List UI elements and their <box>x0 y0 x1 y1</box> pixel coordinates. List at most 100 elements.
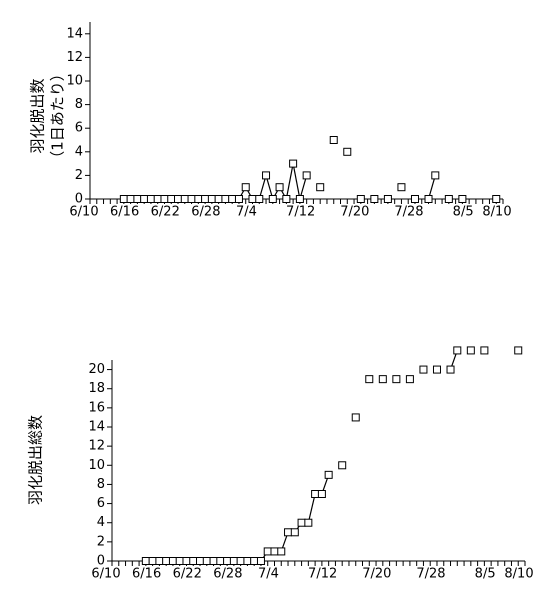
x-tick-label: 7/28 <box>416 567 445 582</box>
x-tick-label: 8/5 <box>453 205 474 220</box>
x-tick-label: 6/10 <box>69 205 98 220</box>
point <box>201 195 210 203</box>
point <box>262 171 271 180</box>
point <box>160 195 169 203</box>
x-tick-label: 7/28 <box>394 205 423 220</box>
x-tick-label: 8/5 <box>475 567 496 582</box>
point <box>514 346 523 355</box>
y-tick-label: 0 <box>75 192 83 207</box>
point <box>316 183 325 192</box>
y-axis-label: （1日あたり） <box>49 66 67 166</box>
point <box>202 557 211 565</box>
y-tick-label: 12 <box>88 439 105 454</box>
point <box>431 171 440 180</box>
point <box>295 195 304 203</box>
x-tick-label: 7/12 <box>308 567 337 582</box>
point <box>302 171 311 180</box>
point <box>168 557 177 565</box>
x-tick-label: 7/12 <box>286 205 315 220</box>
point <box>392 375 401 384</box>
x-tick-label: 6/16 <box>132 567 161 582</box>
point <box>370 195 379 203</box>
x-tick-label: 6/22 <box>173 567 202 582</box>
point <box>241 183 250 192</box>
point <box>255 195 264 203</box>
point <box>397 183 406 192</box>
point <box>351 413 360 422</box>
point <box>263 547 272 556</box>
x-tick-label: 6/16 <box>110 205 139 220</box>
connector <box>285 163 294 200</box>
x-tick-label: 8/10 <box>482 205 511 220</box>
point <box>207 195 216 203</box>
point <box>119 195 128 203</box>
x-tick-label: 7/20 <box>362 567 391 582</box>
y-tick-label: 6 <box>97 496 105 511</box>
x-tick-label: 6/22 <box>151 205 180 220</box>
y-tick-label: 4 <box>75 144 83 159</box>
point <box>194 195 203 203</box>
y-tick-label: 2 <box>97 534 105 549</box>
y-tick-label: 10 <box>88 458 105 473</box>
y-tick-label: 20 <box>88 362 105 377</box>
point <box>140 195 149 203</box>
x-tick-label: 7/20 <box>340 205 369 220</box>
point <box>365 375 374 384</box>
point <box>236 557 245 565</box>
point <box>446 365 455 374</box>
point <box>317 490 326 498</box>
y-tick-label: 14 <box>88 420 105 435</box>
y-tick-label: 0 <box>97 554 105 569</box>
y-tick-label: 8 <box>97 477 105 492</box>
connector <box>307 493 316 523</box>
point <box>148 557 157 565</box>
point <box>189 557 198 565</box>
point <box>223 557 232 565</box>
point <box>175 557 184 565</box>
point <box>444 195 453 203</box>
point <box>453 346 462 355</box>
y-tick-label: 16 <box>88 400 105 415</box>
point <box>250 557 259 565</box>
point <box>492 195 501 203</box>
point <box>268 195 277 203</box>
point <box>343 147 352 156</box>
point <box>141 557 150 565</box>
point <box>153 195 162 203</box>
y-tick-label: 2 <box>75 168 83 183</box>
point <box>424 195 433 203</box>
y-tick-label: 6 <box>75 121 83 136</box>
point <box>311 490 320 498</box>
point <box>221 195 230 203</box>
y-tick-label: 12 <box>66 50 83 65</box>
x-tick-label: 6/28 <box>213 567 242 582</box>
point <box>214 195 223 203</box>
point <box>187 195 196 203</box>
point <box>277 547 286 556</box>
point <box>162 557 171 565</box>
point <box>324 470 333 479</box>
point <box>180 195 189 203</box>
y-tick-label: 8 <box>75 97 83 112</box>
point <box>243 557 252 565</box>
point <box>275 183 284 192</box>
point <box>256 557 265 565</box>
point <box>329 136 338 144</box>
point <box>248 195 257 203</box>
x-tick-label: 8/10 <box>504 567 533 582</box>
point <box>155 557 164 565</box>
point <box>432 365 441 374</box>
point <box>284 528 293 537</box>
point <box>405 375 414 384</box>
y-axis-label: 羽化脱出総数 <box>27 415 45 505</box>
point <box>196 557 205 565</box>
point <box>282 195 291 203</box>
y-tick-label: 10 <box>66 74 83 89</box>
y-tick-label: 18 <box>88 381 105 396</box>
point <box>466 346 475 355</box>
x-tick-label: 6/28 <box>191 205 220 220</box>
point <box>167 195 176 203</box>
x-tick-label: 6/10 <box>91 567 120 582</box>
point <box>270 547 279 556</box>
